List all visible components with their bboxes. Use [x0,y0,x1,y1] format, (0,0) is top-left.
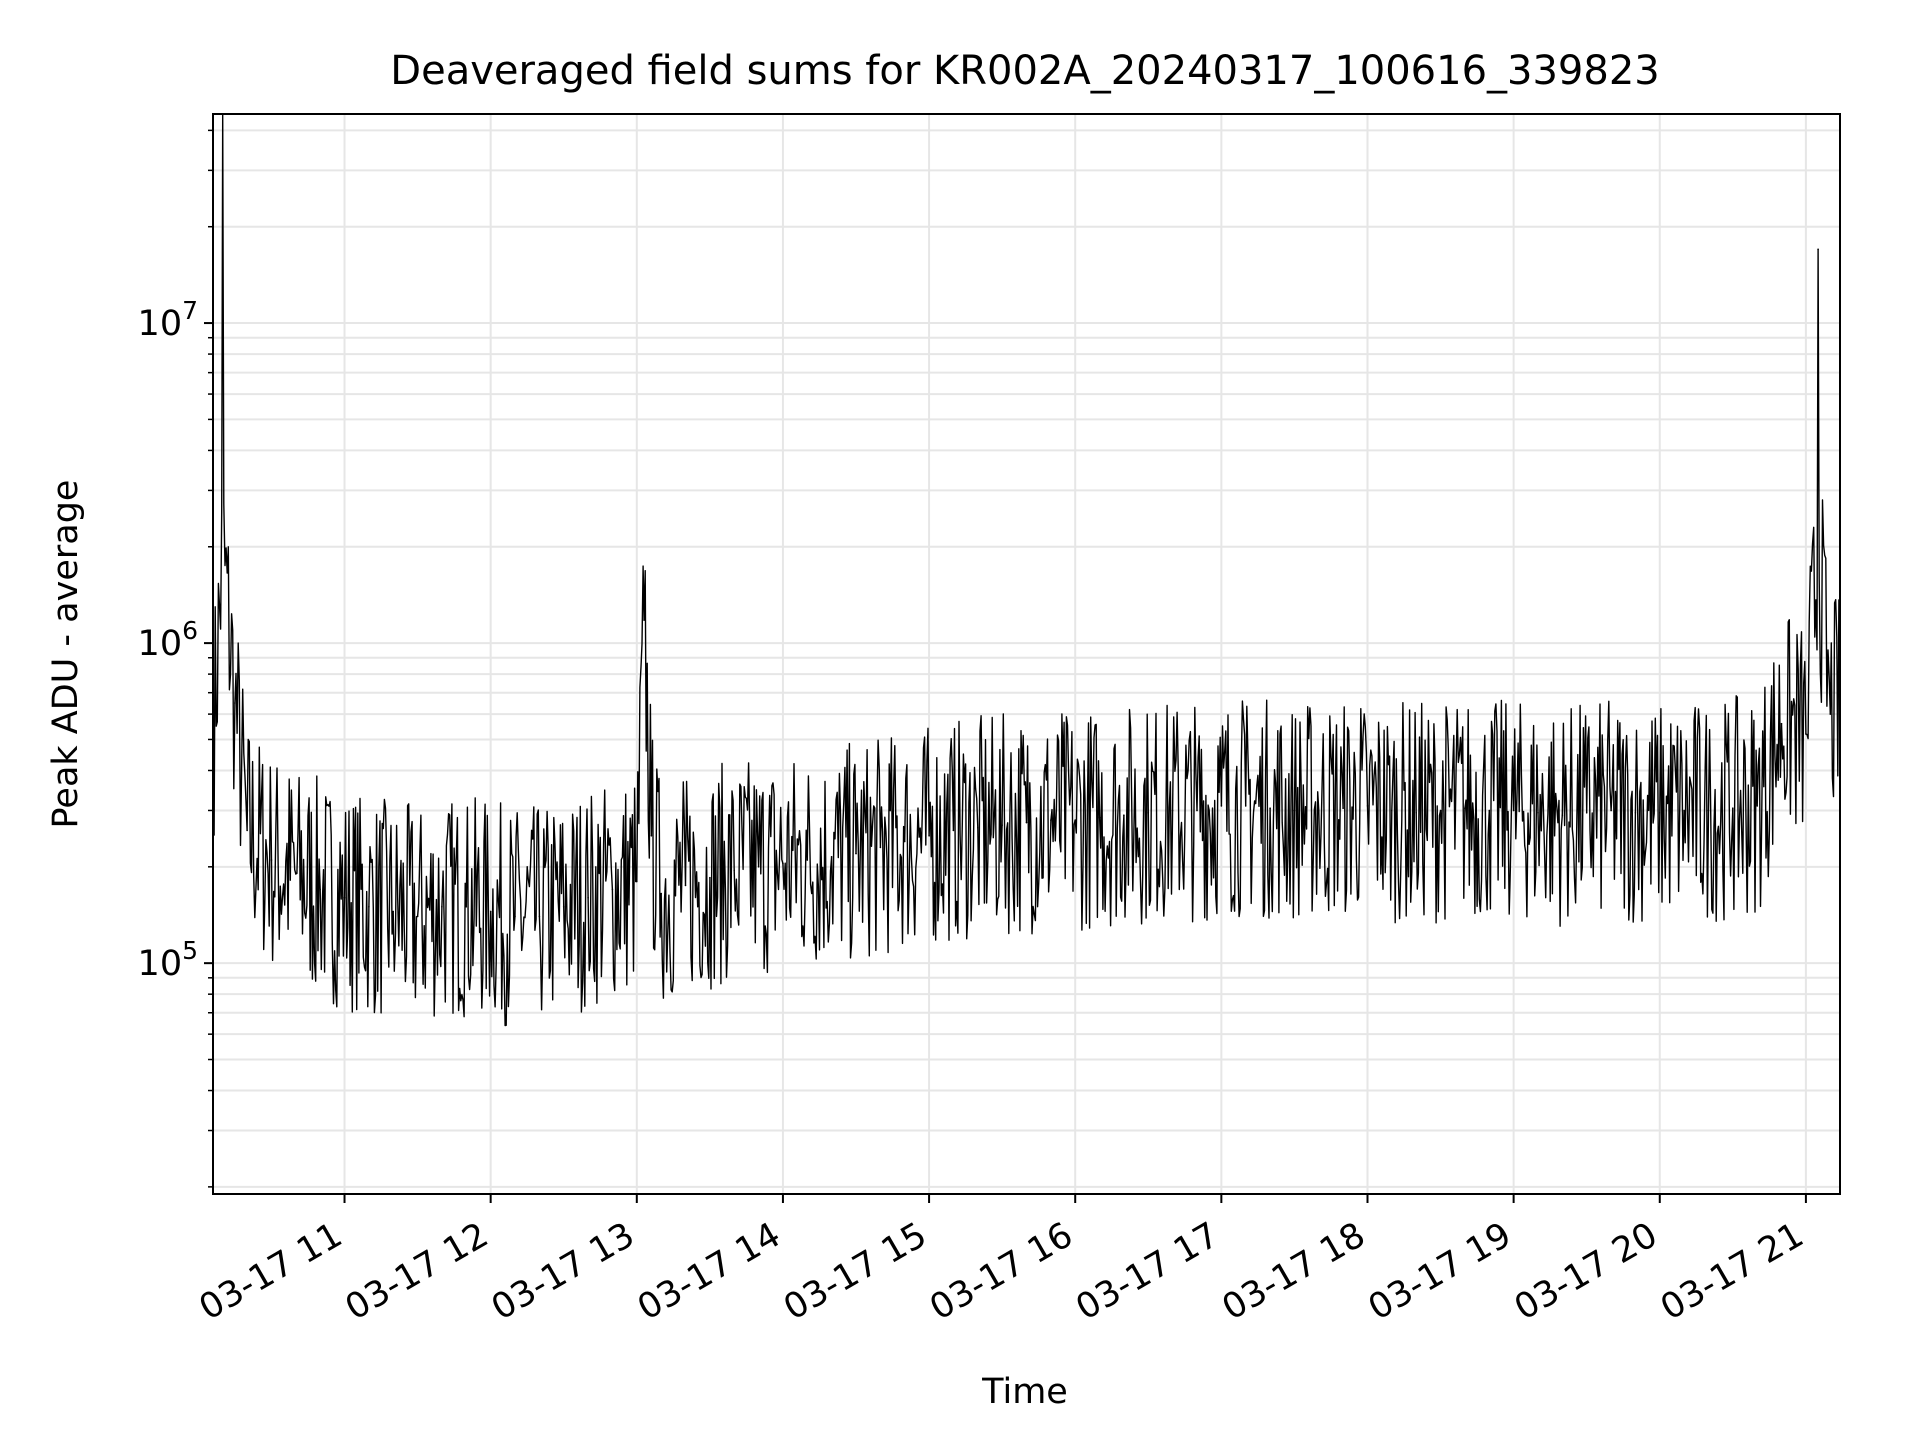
data-point [928,835,930,837]
series-layer [212,113,1841,1027]
data-point [1050,819,1052,821]
data-point [1817,248,1819,251]
data-point [465,906,468,908]
data-point [903,840,906,843]
data-point [514,915,516,918]
data-point [1391,809,1393,812]
data-point [1464,807,1466,809]
y-axis-label: Peak ADU - average [46,480,86,829]
data-point [1269,807,1271,809]
plot-area-frame [212,113,1841,1195]
x-axis-label: Time [981,1372,1068,1412]
y-tick-label: 106 [138,616,198,664]
data-point [1171,809,1174,812]
data-point [1366,805,1369,807]
data-point [538,915,541,918]
y-tick-label: 105 [138,936,198,984]
data-point [830,856,833,858]
data-point [757,866,760,868]
data-point [855,852,857,855]
data-point [1707,809,1710,812]
data-point [1732,807,1734,809]
y-axis: 105 106 107 [138,129,213,1188]
data-point [806,859,809,861]
data-point [1659,812,1661,814]
chart-title: Deaveraged field sums for KR002A_2024031… [390,48,1659,94]
data-point [1634,812,1637,814]
data-point [733,869,735,872]
data-point [1001,824,1003,826]
data-point [270,859,273,861]
data-point [977,826,979,829]
data-point [1610,809,1612,812]
data-point [1293,809,1296,812]
data-point [611,888,614,891]
data-point [709,876,711,879]
data-point [392,910,395,913]
data-point [650,835,653,837]
data-point [1683,809,1685,812]
data-point [562,906,565,908]
data-point [368,906,370,908]
data-point [1123,814,1125,816]
data-point [1756,805,1758,807]
data-point [1488,809,1491,812]
data-point [1415,812,1417,814]
data-point [489,910,492,913]
data-point [879,846,882,849]
data-point [1025,821,1028,824]
data-point [319,888,322,891]
data-point [246,829,248,832]
data-point [1537,812,1539,814]
data-point [1147,812,1150,814]
data-point [636,880,638,883]
data-point [1585,812,1588,814]
data-point [1318,809,1320,812]
data-point [1342,807,1344,809]
data-point [1512,809,1515,812]
data-point [952,829,955,832]
data-point [1244,805,1247,807]
data-point [343,897,346,899]
data-point [1220,805,1223,807]
y-tick-label: 107 [138,296,198,344]
data-point [1780,722,1783,725]
data-point [782,862,784,865]
data-point [587,897,589,899]
data-point [1805,733,1807,735]
data-point [1829,713,1832,715]
data-point [660,892,662,895]
data-point [1074,819,1076,821]
data-point [684,884,687,887]
data-point [1439,809,1442,812]
data-point [643,619,645,621]
data-point [1098,816,1101,819]
data-point [234,702,236,704]
data-point [295,873,297,875]
data-point [416,915,419,918]
series-line [212,113,1841,1027]
data-point [1561,814,1564,816]
data-point [441,906,443,908]
data-point [1196,809,1198,812]
